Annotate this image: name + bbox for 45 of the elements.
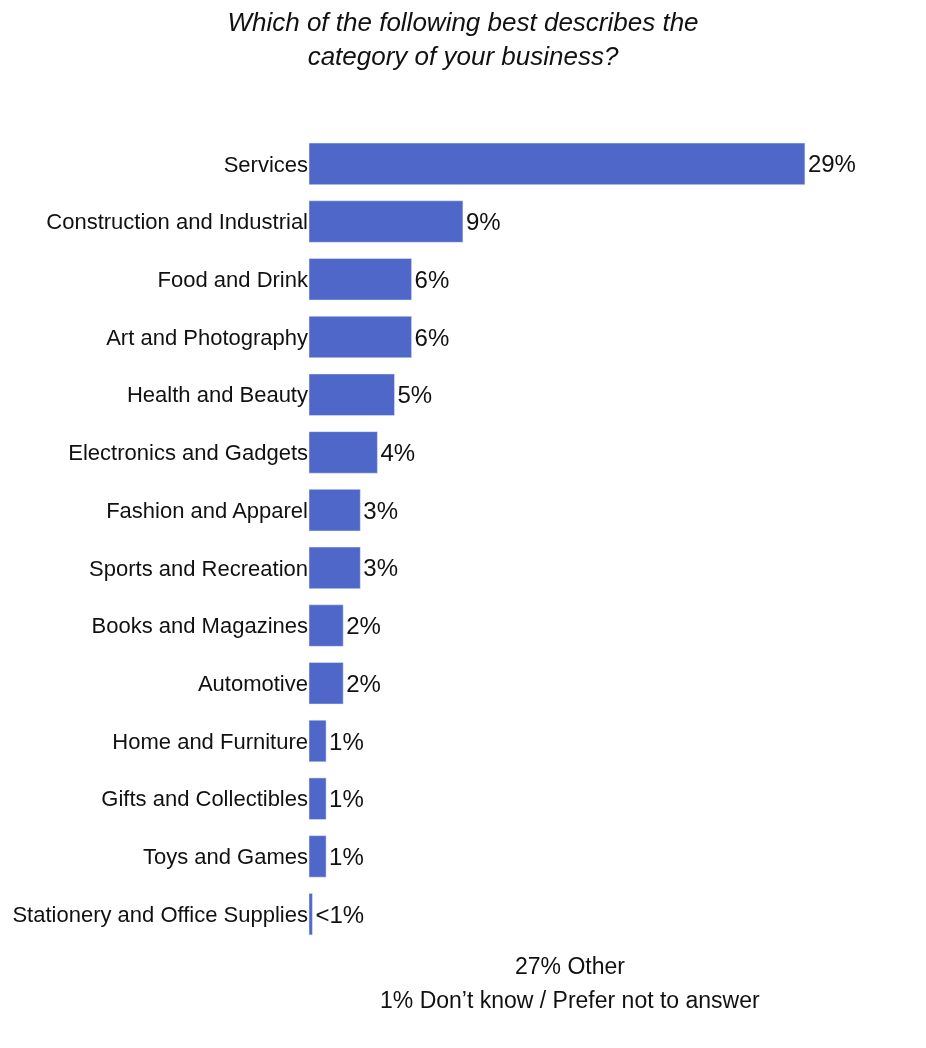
y-tick-label: Fashion and Apparel	[106, 497, 308, 523]
data-label: 2%	[346, 669, 381, 697]
data-label: 4%	[380, 438, 416, 466]
bar	[309, 719, 327, 763]
bar	[309, 258, 412, 301]
bar	[309, 662, 344, 705]
y-tick-label: Sports and Recreation	[89, 555, 308, 581]
data-label: 5%	[397, 381, 433, 409]
bar	[309, 489, 361, 532]
data-label: 1%	[329, 842, 364, 870]
bar	[309, 431, 378, 474]
bar	[309, 373, 395, 416]
y-tick-label: Toys and Games	[142, 844, 308, 870]
data-label: 9%	[465, 208, 501, 236]
data-label: <1%	[315, 900, 365, 928]
y-tick-label: Home and Furniture	[112, 728, 308, 754]
y-tick-label: Health and Beauty	[126, 382, 308, 408]
y-tick-label: Automotive	[197, 670, 308, 696]
y-tick-label: Books and Magazines	[91, 613, 308, 639]
bar	[309, 546, 361, 589]
data-label: 3%	[363, 496, 398, 524]
y-tick-label: Stationery and Office Supplies	[12, 901, 308, 927]
y-tick-label: Electronics and Gadgets	[68, 440, 308, 466]
text: 1% Don’t know / Prefer not to answer	[380, 987, 761, 1013]
bar	[309, 200, 464, 243]
bar	[309, 893, 313, 936]
y-tick-label: Art and Photography	[106, 324, 308, 350]
data-label: 29%	[807, 150, 856, 178]
data-label: 1%	[329, 785, 364, 813]
data-label: 2%	[346, 612, 381, 640]
data-label: 6%	[414, 265, 450, 293]
data-label: 1%	[329, 727, 364, 755]
data-label: 6%	[414, 323, 450, 351]
y-tick-label: Services	[223, 151, 308, 177]
bar	[309, 142, 806, 185]
y-tick-label: Construction and Industrial	[46, 209, 308, 235]
bar	[309, 604, 344, 647]
bar	[309, 835, 327, 878]
chart-title: Which of the following best describes the category of your business?	[227, 7, 699, 72]
text: 27% Other	[515, 953, 626, 979]
y-tick-label: Food and Drink	[157, 266, 309, 292]
bar	[309, 315, 412, 359]
y-tick-label: Gifts and Collectibles	[101, 786, 308, 812]
data-label: 3%	[363, 554, 398, 582]
bar	[309, 777, 327, 820]
